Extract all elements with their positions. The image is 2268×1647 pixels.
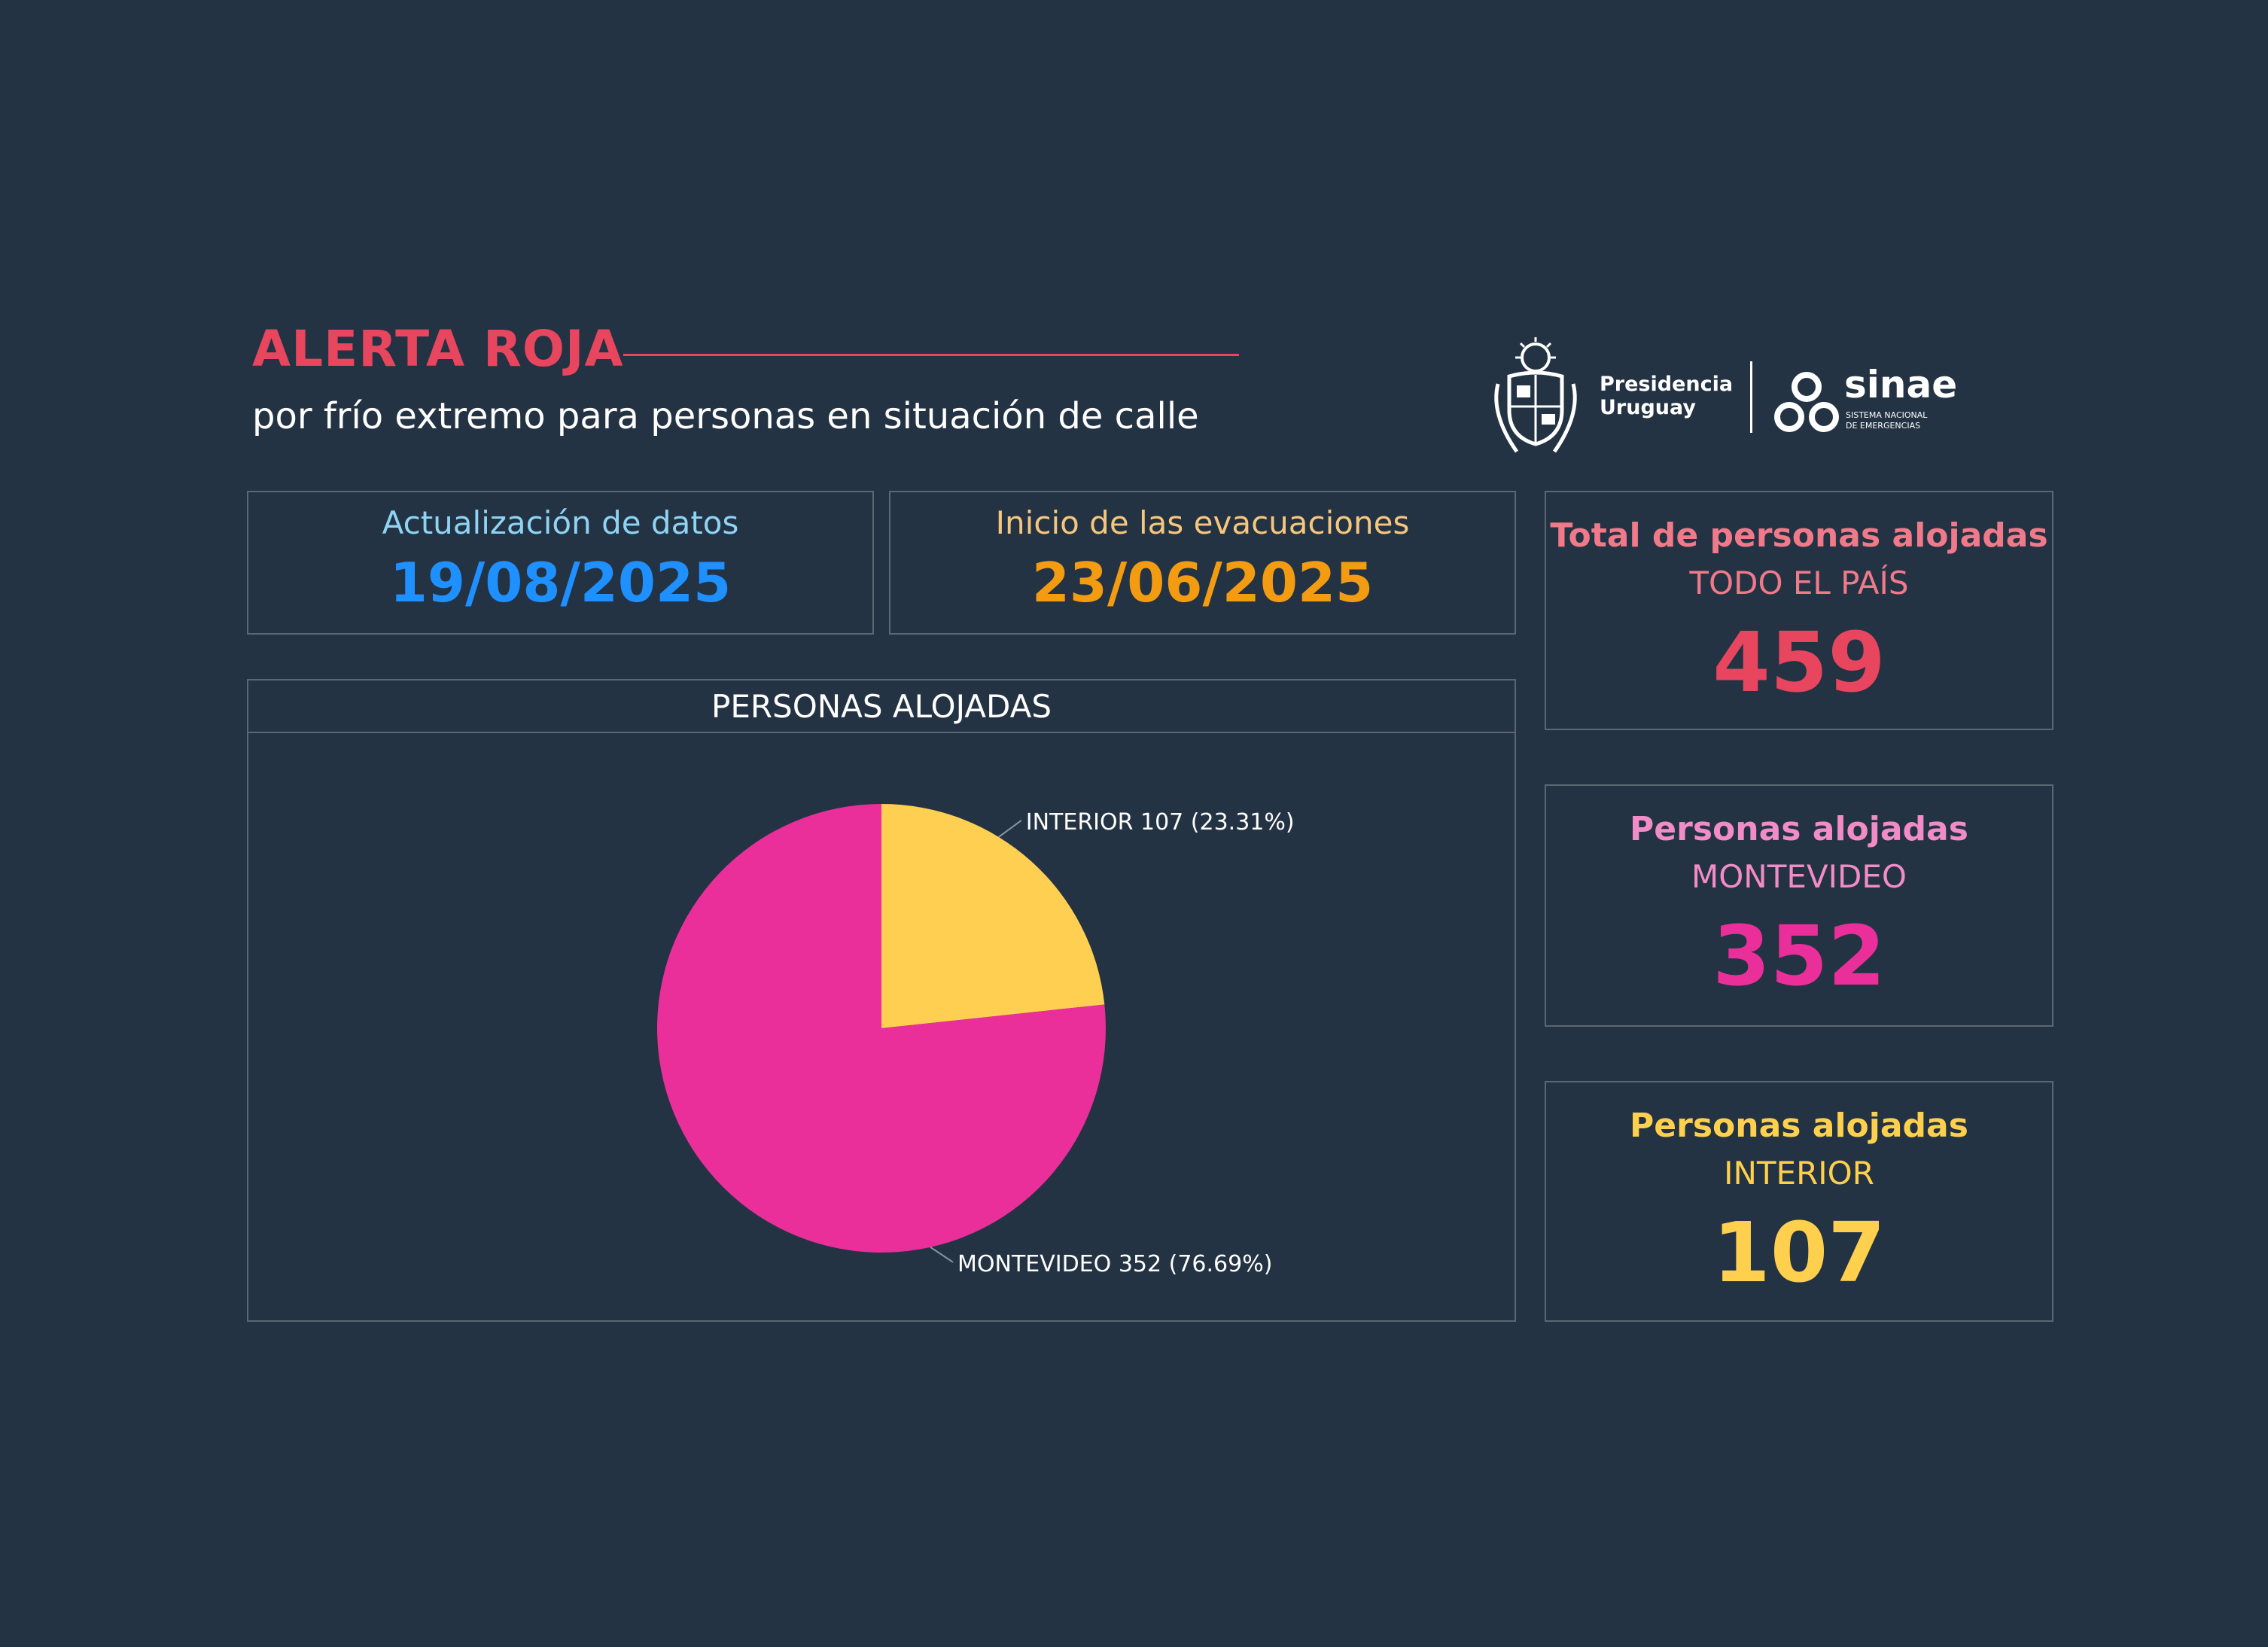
interior-people-value: 107 [1712, 1204, 1886, 1301]
chart-title-divider [248, 732, 1515, 733]
pie-slice-interior [881, 804, 1105, 1028]
alert-title: ALERTA ROJA [252, 320, 624, 378]
pie-leader-line-interior [998, 820, 1022, 838]
total-people-value: 459 [1712, 614, 1886, 711]
title-divider [623, 354, 1239, 356]
pie-slice-montevideo [656, 804, 1106, 1253]
interior-people-card: Personas alojadas INTERIOR 107 [1545, 1081, 2053, 1322]
interior-people-label: Personas alojadas [1630, 1107, 1968, 1145]
sinae-logo-line2: DE EMERGENCIAS [1846, 421, 1921, 431]
presidencia-logo-line2: Uruguay [1600, 396, 1696, 419]
chart-panel: PERSONAS ALOJADAS INTERIOR 107 (23.31%) M… [247, 679, 1516, 1322]
evacuation-start-value: 23/06/2025 [1031, 551, 1374, 614]
montevideo-people-scope: MONTEVIDEO [1691, 858, 1907, 895]
montevideo-people-card: Personas alojadas MONTEVIDEO 352 [1545, 784, 2053, 1027]
total-people-scope: TODO EL PAÍS [1689, 565, 1909, 601]
interior-people-scope: INTERIOR [1724, 1155, 1874, 1192]
presidencia-logo-line1: Presidencia [1600, 373, 1734, 396]
uruguay-coat-of-arms-icon [1494, 337, 1577, 453]
institutional-logos: Presidencia Uruguay sinae SISTEMA NACION… [1487, 331, 1957, 459]
evacuation-start-label: Inicio de las evacuaciones [995, 504, 1410, 541]
alert-subtitle: por frío extremo para personas en situac… [252, 395, 1199, 437]
montevideo-people-label: Personas alojadas [1630, 810, 1968, 848]
pie-label-interior: INTERIOR 107 (23.31%) [1026, 809, 1295, 836]
sinae-logo-name: sinae [1844, 363, 1958, 406]
total-people-card: Total de personas alojadas TODO EL PAÍS … [1545, 491, 2053, 730]
montevideo-people-value: 352 [1712, 908, 1886, 1004]
sinae-logo-line1: SISTEMA NACIONAL [1846, 410, 1928, 420]
sinae-logo-icon [1774, 372, 1839, 432]
total-people-label: Total de personas alojadas [1550, 516, 2048, 555]
update-date-label: Actualización de datos [382, 504, 739, 541]
evacuation-start-card: Inicio de las evacuaciones 23/06/2025 [889, 491, 1516, 635]
update-date-card: Actualización de datos 19/08/2025 [247, 491, 874, 635]
pie-label-montevideo: MONTEVIDEO 352 (76.69%) [957, 1251, 1272, 1277]
pie-chart: INTERIOR 107 (23.31%) MONTEVIDEO 352 (76.… [656, 804, 1295, 1277]
chart-title: PERSONAS ALOJADAS [711, 688, 1052, 725]
logo-divider [1750, 361, 1752, 433]
pie-leader-line-montevideo [930, 1246, 954, 1263]
update-date-value: 19/08/2025 [389, 551, 732, 614]
